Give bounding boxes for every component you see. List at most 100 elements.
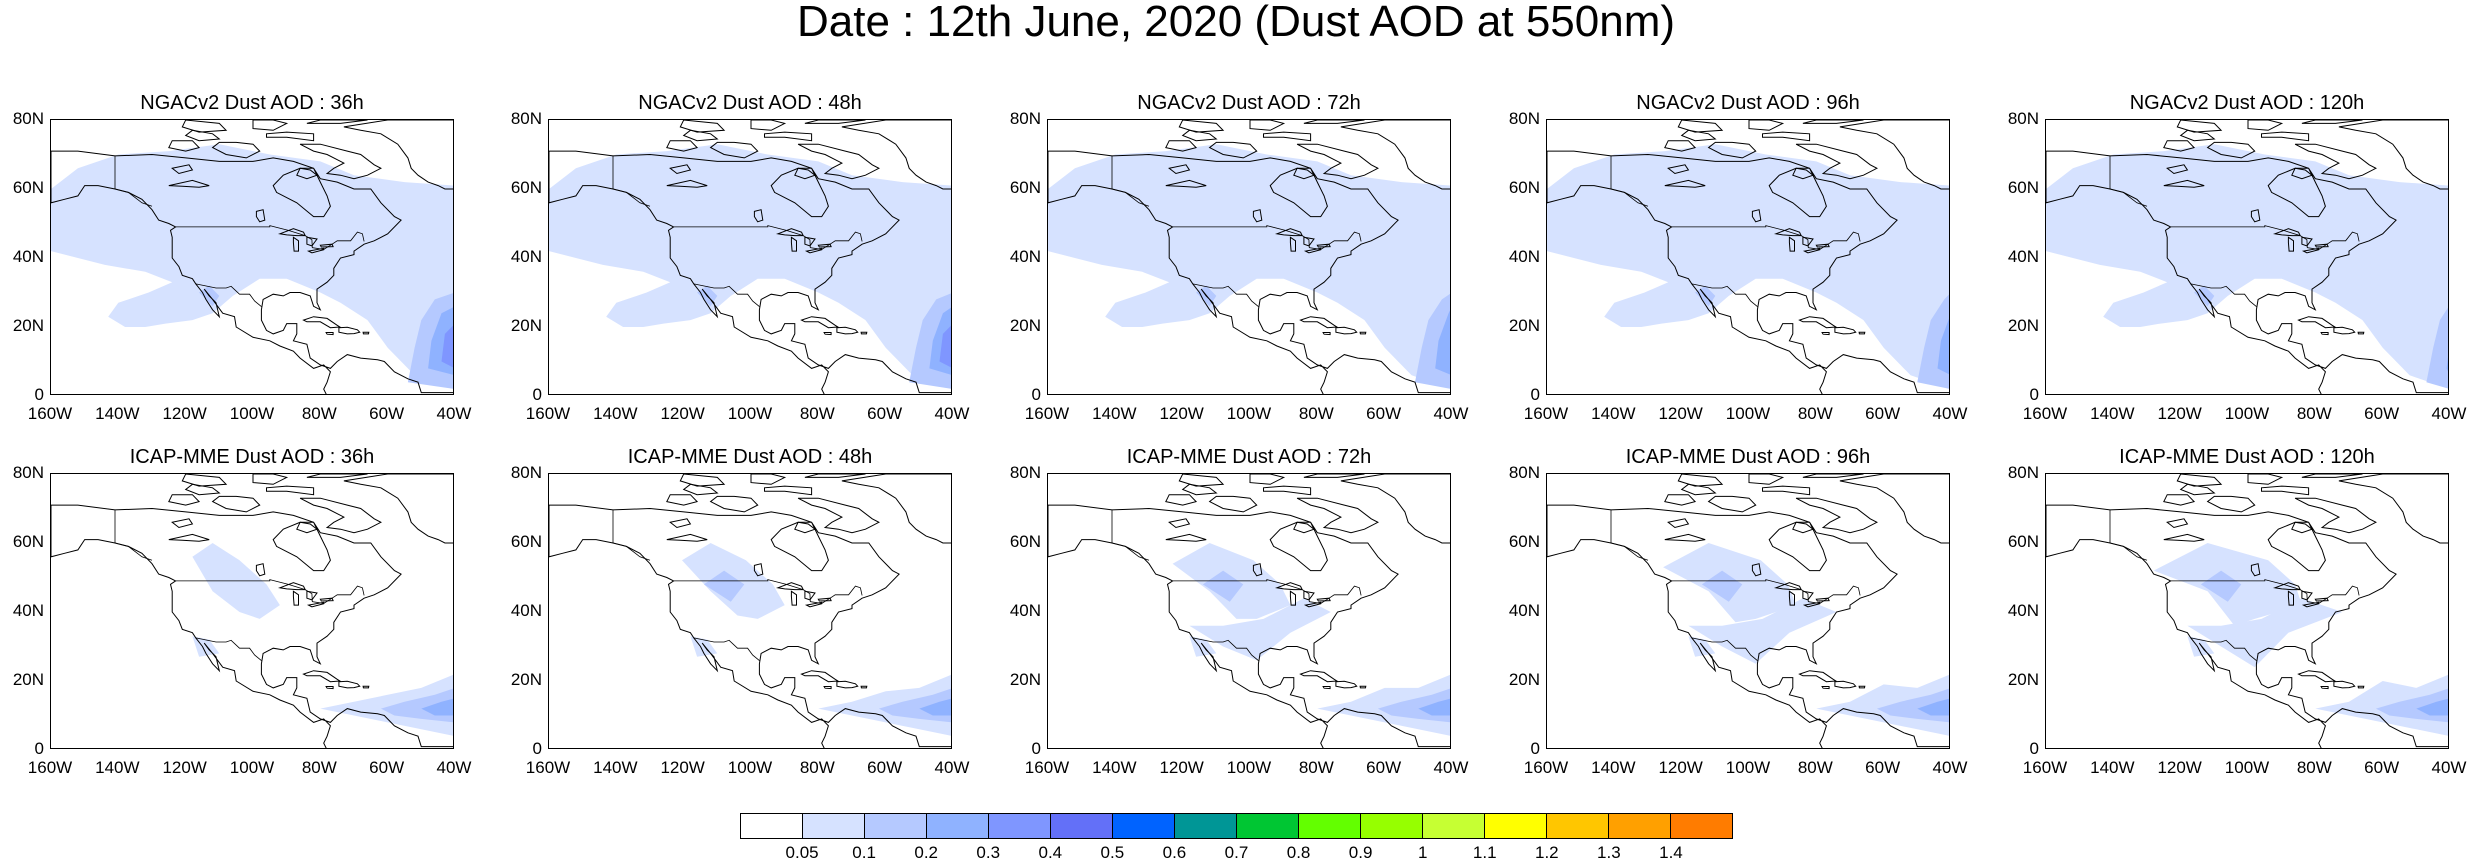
lat-tick-label: 0 <box>1031 385 1041 404</box>
dust-aod-field <box>51 144 453 389</box>
colorbar-swatch <box>1485 814 1547 838</box>
coastline <box>2294 497 2377 534</box>
coastline <box>168 533 210 542</box>
coastline <box>1303 120 1365 124</box>
coastline <box>343 474 453 544</box>
coastline <box>2206 495 2256 513</box>
coastline <box>1340 120 1450 190</box>
aod-contour-fill <box>1048 144 1450 389</box>
lon-tick-label: 40W <box>1932 404 1968 423</box>
lon-tick-label: 60W <box>369 404 405 423</box>
country-border <box>195 283 262 307</box>
lat-tick-label: 0 <box>2029 739 2039 758</box>
coastline <box>2247 474 2284 485</box>
colorbar-tick-label: 0.9 <box>1348 843 1373 862</box>
coastline <box>1788 236 1795 252</box>
coastline <box>2166 518 2189 529</box>
coastline <box>1293 521 1316 534</box>
lon-tick-label: 80W <box>301 758 337 777</box>
lat-tick-label: 0 <box>1031 739 1041 758</box>
lon-tick-label: 140W <box>593 758 638 777</box>
coastline <box>764 131 813 142</box>
coastlines <box>1048 120 1450 394</box>
aod-contour-fill <box>1202 570 1244 602</box>
coastline <box>2250 209 2261 223</box>
coastline <box>292 236 299 252</box>
aod-contour-fill <box>1435 310 1450 375</box>
lat-tick-label: 80N <box>1009 463 1041 482</box>
coastline <box>1762 131 1811 142</box>
coastline <box>302 316 342 329</box>
lat-tick-label: 40N <box>510 247 542 266</box>
coastline <box>1293 167 1316 180</box>
lat-tick-label: 20N <box>1009 316 1041 335</box>
colorbar-swatch <box>1175 814 1237 838</box>
coastline <box>679 120 726 133</box>
map-canvas <box>1547 474 1949 748</box>
lon-tick-label: 40W <box>1433 758 1469 777</box>
coastline <box>1296 497 1379 534</box>
coastline <box>841 474 951 544</box>
lat-tick-label: 40N <box>510 601 542 620</box>
lat-tick-label: 40N <box>2007 247 2039 266</box>
lon-tick-label: 120W <box>1159 404 1204 423</box>
coastline <box>1168 164 1191 175</box>
coastline <box>1289 590 1296 606</box>
coastline <box>1792 167 1815 180</box>
coastline <box>817 597 832 602</box>
coastline <box>168 494 201 506</box>
colorbar-tick-label: 1.4 <box>1659 843 1683 862</box>
lat-tick-label: 20N <box>510 316 542 335</box>
coastline <box>184 483 221 496</box>
lat-tick-label: 0 <box>1530 385 1540 404</box>
coastline <box>1289 236 1296 252</box>
coastline <box>2179 483 2216 496</box>
country-border <box>1192 283 1259 307</box>
dust-aod-map <box>548 473 952 749</box>
coastlines <box>1048 474 1450 748</box>
coastlines <box>549 120 951 394</box>
dust-aod-field <box>1172 543 1450 736</box>
coastline <box>1858 331 1866 335</box>
lat-tick-label: 20N <box>2007 670 2039 689</box>
coastline <box>1322 332 1331 336</box>
coastline <box>669 518 692 529</box>
coastline <box>2320 686 2329 690</box>
coastline <box>343 120 453 190</box>
lon-tick-label: 120W <box>1658 404 1703 423</box>
figure-title: Date : 12th June, 2020 (Dust AOD at 550n… <box>796 0 1676 46</box>
aod-contour-fill <box>441 325 453 368</box>
coastline <box>2333 326 2356 335</box>
coastline <box>1664 179 1706 188</box>
coastline <box>1165 140 1198 152</box>
coastline <box>2357 331 2365 335</box>
panel-title: NGACv2 Dust AOD : 96h <box>1636 92 1860 114</box>
lon-tick-label: 60W <box>1366 758 1402 777</box>
lon-tick-label: 120W <box>162 758 207 777</box>
aod-contour-fill <box>2416 698 2448 716</box>
coastline <box>1296 143 1379 180</box>
coastline <box>1707 141 1757 159</box>
lon-tick-label: 140W <box>95 758 140 777</box>
coastline <box>211 495 261 513</box>
coastline <box>1316 597 1331 602</box>
coastline <box>549 150 951 394</box>
coastline <box>666 140 699 152</box>
lat-tick-label: 80N <box>510 463 542 482</box>
coastline <box>1252 563 1263 577</box>
coastline <box>790 590 797 606</box>
dust-aod-map <box>2045 473 2449 749</box>
colorbar-swatch <box>1547 814 1609 838</box>
coastline <box>2294 143 2377 180</box>
panel-title: NGACv2 Dust AOD : 72h <box>1137 92 1361 114</box>
coastline <box>1178 120 1225 133</box>
coastline <box>666 533 708 542</box>
colorbar-tick-label: 0.6 <box>1162 843 1187 862</box>
coastline <box>2338 120 2448 190</box>
lat-tick-label: 80N <box>1508 109 1540 128</box>
lon-tick-label: 120W <box>1658 758 1703 777</box>
lat-tick-label: 0 <box>34 385 44 404</box>
colorbar-tick-label: 1.1 <box>1472 843 1497 862</box>
lon-tick-label: 140W <box>2090 404 2135 423</box>
coastline <box>306 120 368 124</box>
